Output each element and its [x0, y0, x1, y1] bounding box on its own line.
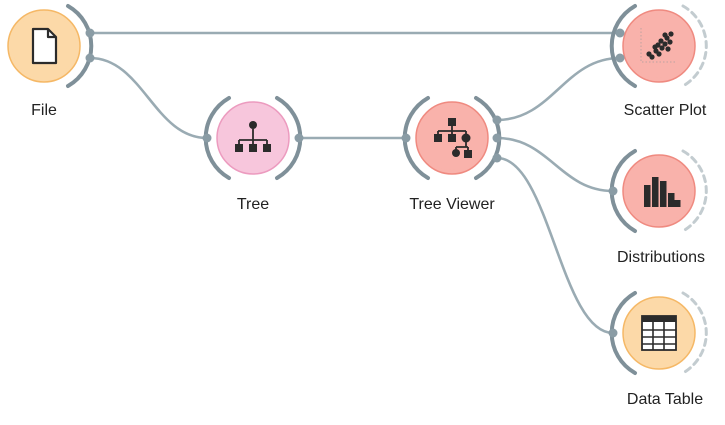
link-tree_viewer-to-distributions[interactable] — [496, 136, 614, 193]
input-anchor-tree[interactable] — [202, 133, 212, 143]
output-anchor-tree_viewer[interactable] — [492, 153, 502, 163]
link-tree_viewer-to-scatter_plot[interactable] — [496, 56, 621, 122]
input-channel-scatter_plot[interactable] — [609, 4, 637, 88]
output-anchor-file[interactable] — [85, 28, 95, 38]
table-icon — [641, 315, 677, 351]
output-channel-unused-distributions — [681, 149, 708, 233]
tree-viewer-icon — [434, 118, 472, 158]
node-file[interactable] — [7, 4, 94, 88]
node-tree[interactable] — [203, 96, 303, 180]
node-label-distributions: Distributions — [616, 249, 706, 266]
input-anchor-tree_viewer[interactable] — [401, 133, 411, 143]
output-channel-unused-data_table — [681, 291, 708, 375]
node-scatter-plot[interactable] — [609, 4, 708, 88]
input-anchor-distributions[interactable] — [608, 186, 618, 196]
node-distributions[interactable] — [609, 149, 708, 233]
output-anchor-tree_viewer[interactable] — [492, 115, 502, 125]
scatter-plot-icon — [640, 28, 677, 63]
link-tree_viewer-to-data_table[interactable] — [496, 156, 614, 335]
node-label-file: File — [31, 102, 57, 119]
node-label-data-table: Data Table — [626, 391, 704, 408]
input-anchor-data_table[interactable] — [608, 328, 618, 338]
node-label-tree-viewer: Tree Viewer — [409, 196, 495, 213]
file-icon — [31, 27, 58, 65]
node-label-tree: Tree — [236, 196, 270, 213]
output-anchor-file[interactable] — [85, 53, 95, 63]
node-label-scatter-plot: Scatter Plot — [623, 102, 707, 119]
output-channel-file[interactable] — [66, 4, 94, 88]
links-layer — [89, 31, 621, 335]
hierarchy-tree-icon — [235, 121, 271, 152]
node-data-table[interactable] — [609, 291, 708, 375]
bar-chart-icon — [644, 177, 681, 207]
link-file-to-tree[interactable] — [89, 56, 208, 140]
node-tree-viewer[interactable] — [402, 96, 502, 180]
input-anchor-scatter_plot[interactable] — [615, 53, 625, 63]
nodes-layer — [7, 4, 708, 375]
output-anchor-tree[interactable] — [294, 133, 304, 143]
output-channel-unused-scatter_plot — [681, 4, 708, 88]
output-anchor-tree_viewer[interactable] — [492, 133, 502, 143]
input-anchor-scatter_plot[interactable] — [615, 28, 625, 38]
